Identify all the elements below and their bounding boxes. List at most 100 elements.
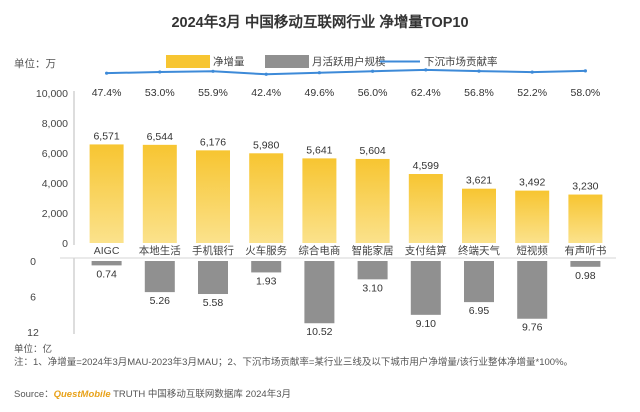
footer-unit: 单位：亿 bbox=[14, 344, 53, 355]
x-tick-label: 支付结算 bbox=[405, 244, 447, 257]
y-tick-label-top: 6,000 bbox=[42, 148, 68, 160]
legend-swatch-mau bbox=[265, 55, 309, 68]
legend-label-contribution: 下沉市场贡献率 bbox=[424, 55, 498, 68]
contribution-label: 47.4% bbox=[92, 87, 122, 99]
bar-net-growth bbox=[142, 144, 177, 243]
contribution-label: 49.6% bbox=[305, 87, 335, 99]
bar-label-net-growth: 5,604 bbox=[359, 145, 385, 157]
bar-label-mau: 9.10 bbox=[416, 318, 437, 330]
bar-net-growth bbox=[89, 144, 124, 243]
bar-label-mau: 9.76 bbox=[522, 322, 543, 334]
contribution-point bbox=[158, 70, 162, 74]
x-tick-label: AIGC bbox=[94, 245, 120, 257]
x-tick-label: 本地生活 bbox=[139, 244, 181, 257]
contribution-label: 56.0% bbox=[358, 87, 388, 99]
y-tick-label-bottom: 0 bbox=[30, 256, 36, 268]
contribution-point bbox=[530, 70, 534, 74]
source-suffix: TRUTH 中国移动互联网数据库 2024年3月 bbox=[110, 389, 291, 400]
legend: 净增量 月活跃用户规模 下沉市场贡献率 bbox=[166, 55, 498, 68]
footer-source: Source：QuestMobile TRUTH 中国移动互联网数据库 2024… bbox=[14, 388, 626, 401]
bar-label-mau: 5.58 bbox=[203, 297, 224, 309]
legend-swatch-net-growth bbox=[166, 55, 210, 68]
contribution-point bbox=[371, 69, 375, 73]
bar-mau bbox=[410, 261, 441, 315]
bar-label-mau: 5.26 bbox=[150, 295, 171, 307]
bar-mau bbox=[517, 261, 548, 319]
contribution-label: 52.2% bbox=[517, 87, 547, 99]
bar-label-net-growth: 3,621 bbox=[466, 175, 492, 187]
bar-net-growth bbox=[196, 150, 230, 243]
contribution-point bbox=[424, 68, 428, 72]
bar-label-mau: 10.52 bbox=[306, 326, 332, 338]
legend-label-net-growth: 净增量 bbox=[213, 55, 245, 68]
bar-label-net-growth: 3,492 bbox=[519, 177, 545, 189]
bar-mau bbox=[198, 261, 228, 295]
y-tick-label-top: 10,000 bbox=[36, 88, 68, 100]
bar-net-growth bbox=[515, 190, 550, 243]
x-tick-label: 手机银行 bbox=[192, 244, 234, 257]
contribution-point bbox=[583, 69, 588, 73]
bar-mau bbox=[144, 261, 175, 293]
contribution-line-path bbox=[106, 68, 586, 76]
y-tick-label-bottom: 12 bbox=[27, 327, 39, 339]
bar-label-mau: 0.74 bbox=[96, 268, 117, 280]
bar-label-mau: 6.95 bbox=[469, 305, 490, 317]
bar-net-growth bbox=[568, 194, 603, 243]
x-tick-label: 终端天气 bbox=[458, 244, 500, 257]
contribution-label: 62.4% bbox=[411, 87, 441, 99]
contribution-line: 47.4% 53.0% 55.9% 42.4% 49.6% 56.0% 62.4% 56.8%… bbox=[92, 68, 601, 99]
bar-label-mau: 0.98 bbox=[575, 270, 596, 282]
bar-label-mau: 3.10 bbox=[362, 282, 383, 294]
bar-mau bbox=[91, 261, 122, 266]
bar-net-growth bbox=[355, 158, 390, 243]
contribution-point bbox=[264, 72, 268, 76]
bar-net-growth bbox=[249, 153, 284, 243]
mau-bars: 0.74 5.26 5.58 1.93 10.52 3.10 9.10 6.95 9.76 0.9… bbox=[91, 261, 601, 338]
contribution-point bbox=[317, 71, 321, 75]
bar-label-net-growth: 5,641 bbox=[306, 144, 332, 156]
bar-mau bbox=[570, 261, 601, 267]
axes: 10,000 8,000 6,000 4,000 2,000 0 0 6 12 AIGC 本地生活手… bbox=[27, 88, 616, 339]
x-tick-label: 智能家居 bbox=[352, 244, 394, 257]
bar-label-mau: 1.93 bbox=[256, 275, 277, 287]
contribution-label: 53.0% bbox=[145, 87, 175, 99]
source-prefix: Source： bbox=[14, 389, 54, 400]
x-tick-label: 有声听书 bbox=[564, 244, 606, 257]
chart-title: 2024年3月 中国移动互联网行业 净增量TOP10 bbox=[171, 13, 468, 31]
x-tick-label: 综合电商 bbox=[298, 244, 340, 257]
x-tick-label: 短视频 bbox=[516, 244, 548, 257]
contribution-point bbox=[211, 69, 215, 73]
bar-mau bbox=[357, 261, 388, 280]
y-tick-label-bottom: 6 bbox=[30, 292, 36, 304]
contribution-point bbox=[105, 71, 109, 75]
bar-net-growth bbox=[462, 188, 496, 243]
y-tick-label-top: 0 bbox=[62, 238, 68, 250]
net-growth-bars: 6,571 6,544 6,176 5,980 5,641 5,604 4,599 3,621… bbox=[89, 130, 603, 243]
contribution-label: 56.8% bbox=[464, 87, 494, 99]
bar-mau bbox=[464, 261, 494, 303]
source-brand: QuestMobile bbox=[53, 389, 111, 400]
bar-net-growth bbox=[408, 174, 443, 243]
bar-label-net-growth: 6,544 bbox=[147, 131, 173, 143]
bar-label-net-growth: 5,980 bbox=[253, 139, 279, 151]
footer-note: 注：1、净增量=2024年3月MAU-2023年3月MAU；2、下沉市场贡献率=… bbox=[14, 357, 574, 368]
y-tick-label-top: 4,000 bbox=[42, 178, 68, 190]
bar-mau bbox=[304, 261, 335, 324]
x-tick-label: 火车服务 bbox=[245, 244, 287, 257]
bar-label-net-growth: 4,599 bbox=[413, 160, 439, 172]
bar-mau bbox=[251, 261, 282, 273]
contribution-label: 58.0% bbox=[571, 87, 601, 99]
bar-label-net-growth: 6,176 bbox=[200, 136, 226, 148]
y-tick-label-top: 8,000 bbox=[42, 118, 68, 130]
y-tick-label-top: 2,000 bbox=[42, 208, 68, 220]
bar-label-net-growth: 3,230 bbox=[572, 181, 598, 193]
contribution-label: 55.9% bbox=[198, 87, 228, 99]
bar-net-growth bbox=[302, 158, 337, 243]
unit-label-top: 单位：万 bbox=[14, 57, 56, 70]
legend-label-mau: 月活跃用户规模 bbox=[312, 55, 386, 68]
contribution-label: 42.4% bbox=[251, 87, 281, 99]
contribution-point bbox=[477, 69, 481, 73]
bar-label-net-growth: 6,571 bbox=[93, 130, 119, 142]
